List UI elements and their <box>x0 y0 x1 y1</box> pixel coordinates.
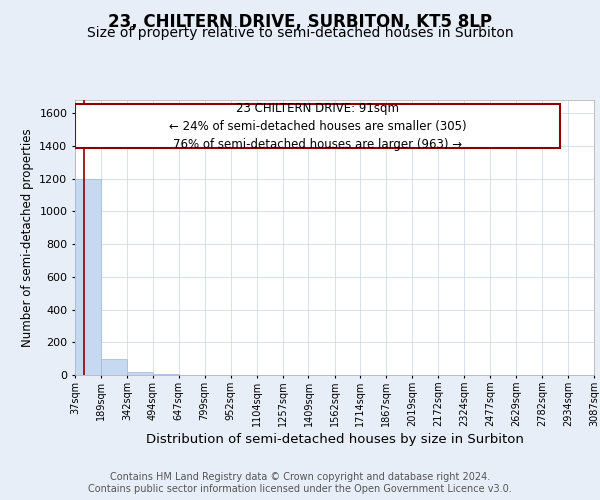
Y-axis label: Number of semi-detached properties: Number of semi-detached properties <box>20 128 34 347</box>
Text: Size of property relative to semi-detached houses in Surbiton: Size of property relative to semi-detach… <box>86 26 514 40</box>
Text: 23 CHILTERN DRIVE: 91sqm
← 24% of semi-detached houses are smaller (305)
76% of : 23 CHILTERN DRIVE: 91sqm ← 24% of semi-d… <box>169 102 466 150</box>
Bar <box>127 372 153 375</box>
Bar <box>153 374 179 375</box>
Text: 23, CHILTERN DRIVE, SURBITON, KT5 8LP: 23, CHILTERN DRIVE, SURBITON, KT5 8LP <box>108 12 492 30</box>
X-axis label: Distribution of semi-detached houses by size in Surbiton: Distribution of semi-detached houses by … <box>146 433 523 446</box>
Bar <box>75 104 560 148</box>
Bar <box>75 180 101 375</box>
Text: Contains HM Land Registry data © Crown copyright and database right 2024.
Contai: Contains HM Land Registry data © Crown c… <box>88 472 512 494</box>
Bar <box>101 360 127 375</box>
